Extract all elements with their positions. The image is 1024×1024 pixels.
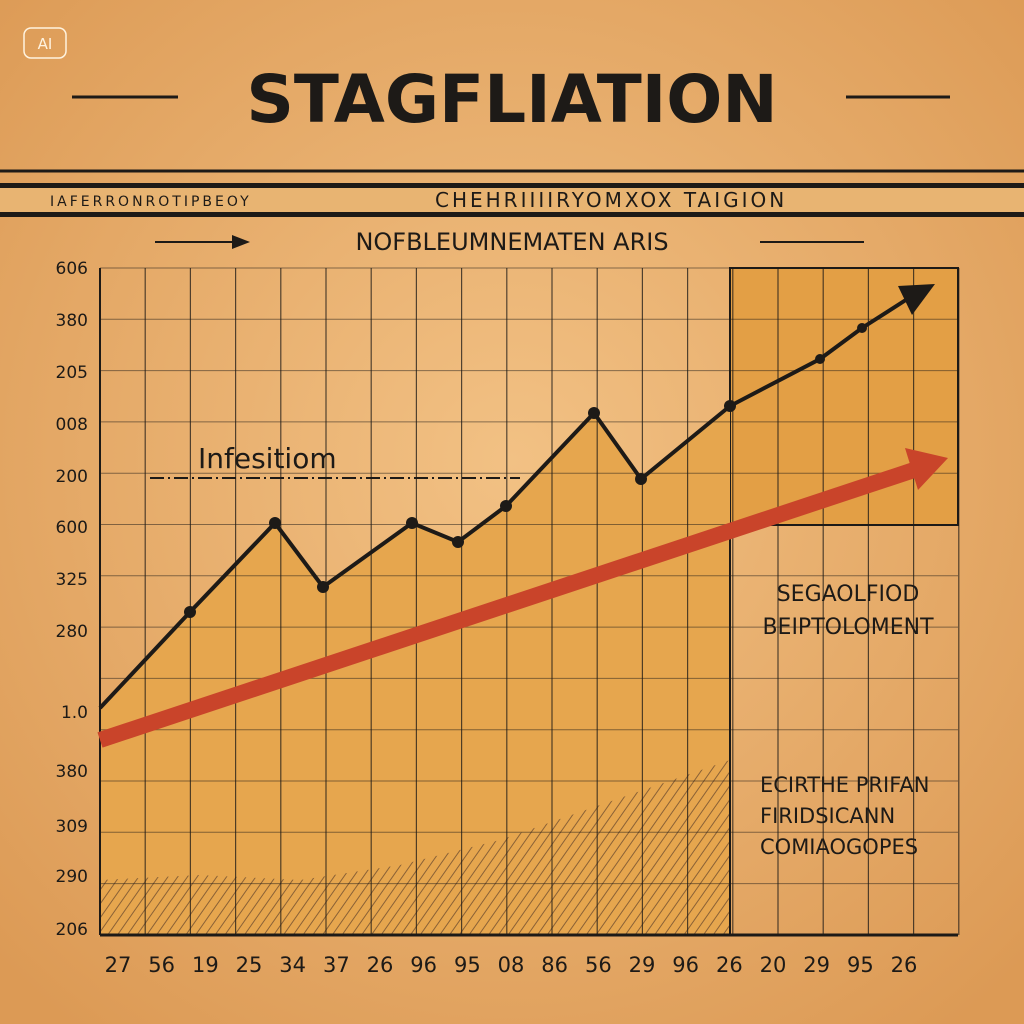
side-note: FIRIDSICANN — [760, 804, 895, 828]
x-label: 95 — [454, 953, 481, 977]
trend-arrow-head — [905, 448, 948, 490]
side-note: SEGAOLFIOD — [777, 582, 920, 607]
x-label: 34 — [279, 953, 306, 977]
x-label: 25 — [236, 953, 263, 977]
area — [100, 406, 730, 935]
y-label: 325 — [56, 570, 88, 590]
subtitle: NOFBLEUMNEMATEN ARIS — [355, 228, 668, 256]
x-label: 26 — [716, 953, 743, 977]
y-label: 380 — [56, 762, 88, 782]
y-label: 1.0 — [61, 703, 88, 723]
x-label: 26 — [367, 953, 394, 977]
x-label: 29 — [803, 953, 830, 977]
y-label: 309 — [56, 817, 88, 837]
annotation: Infesitiom — [198, 442, 337, 475]
x-label: 37 — [323, 953, 350, 977]
x-label: 96 — [672, 953, 699, 977]
x-label: 19 — [192, 953, 219, 977]
x-label: 86 — [541, 953, 568, 977]
x-labels: 27 56 19 25 34 37 26 96 95 08 86 56 29 96 26 20 29 95 26 — [105, 953, 918, 977]
badge-box — [23, 27, 67, 59]
x-label: 29 — [629, 953, 656, 977]
y-label: 205 — [56, 363, 88, 383]
y-label: 200 — [56, 467, 88, 487]
banner-right: CHEHRIIIIRYOMXOX TAIGION — [435, 188, 787, 212]
hatch — [100, 760, 730, 935]
x-label: 26 — [891, 953, 918, 977]
y-labels: 606 380 205 008 200 600 325 280 1.0 380 309 290 206 — [56, 259, 88, 940]
badge: AI — [38, 35, 53, 53]
y-label: 380 — [56, 311, 88, 331]
side-note: ECIRTHE PRIFAN — [760, 773, 929, 797]
line-head — [898, 284, 935, 315]
title: STAGFLIATION — [246, 61, 777, 138]
x-label: 27 — [105, 953, 132, 977]
y-label: 606 — [56, 259, 88, 279]
x-label: 96 — [410, 953, 437, 977]
y-label: 280 — [56, 622, 88, 642]
y-label: 600 — [56, 518, 88, 538]
y-label: 206 — [56, 920, 88, 940]
banner-inner — [0, 188, 1024, 212]
x-label: 08 — [498, 953, 525, 977]
plot: Infesitiom — [97, 267, 960, 937]
banner-left: IAFERRONROTIPBEOY — [50, 194, 252, 210]
x-label: 56 — [585, 953, 612, 977]
x-label: 95 — [847, 953, 874, 977]
y-label: 290 — [56, 867, 88, 887]
side-note: BEIPTOLOMENT — [762, 615, 934, 640]
points — [184, 323, 867, 618]
trend-arrow — [97, 460, 923, 748]
x-label: 56 — [148, 953, 175, 977]
y-label: 008 — [56, 415, 88, 435]
side-notes: SEGAOLFIOD BEIPTOLOMENT ECIRTHE PRIFAN FIRI… — [760, 582, 934, 859]
side-note: COMIAOGOPES — [760, 835, 918, 859]
x-label: 20 — [760, 953, 787, 977]
arrow-head — [232, 235, 250, 249]
